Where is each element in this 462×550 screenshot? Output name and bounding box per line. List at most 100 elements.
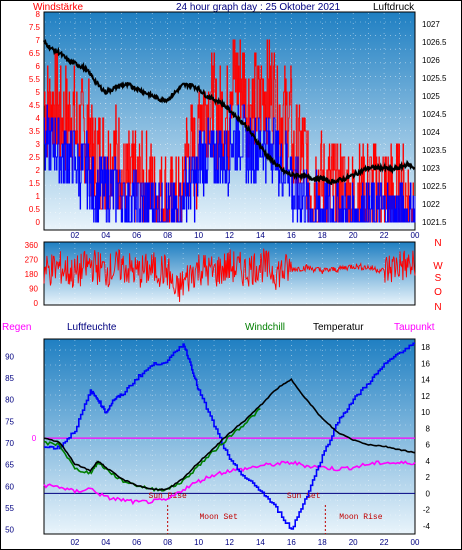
temperature-tick-label: 12	[421, 392, 430, 401]
luftfeuchte-line	[44, 342, 415, 530]
wind-tick-label: 2	[36, 166, 41, 175]
top-x-tick-label: 16	[287, 231, 296, 240]
bottom-x-tick-label: 20	[349, 538, 358, 547]
pressure-tick-label: 1027	[422, 20, 440, 29]
humidity-tick-label: 50	[5, 526, 14, 535]
temperature-tick-label: -4	[423, 522, 431, 531]
top-x-tick-label: 10	[194, 231, 203, 240]
wind-tick-label: 7.5	[29, 23, 41, 32]
wind-tick-label: 1	[36, 192, 41, 201]
pressure-tick-label: 1024.5	[422, 110, 447, 119]
bottom-x-tick-label: 18	[318, 538, 327, 547]
top-x-tick-label: 08	[163, 231, 172, 240]
bottom-x-tick-label: 14	[256, 538, 265, 547]
top-x-tick-label: 06	[132, 231, 141, 240]
temperature-tick-label: 6	[426, 441, 431, 450]
taupunkt-line	[43, 460, 416, 506]
pressure-line	[43, 38, 416, 186]
wind-tick-label: 3.5	[29, 127, 41, 136]
pressure-tick-label: 1023.5	[422, 146, 447, 155]
humidity-tick-label: 80	[5, 396, 14, 405]
temperature-tick-label: -2	[423, 506, 431, 515]
humidity-tick-label: 60	[5, 482, 14, 491]
direction-tick-label: 180	[25, 270, 39, 279]
wind-tick-label: 4.5	[29, 101, 41, 110]
pressure-tick-label: 1022	[422, 200, 440, 209]
humidity-tick-label: 85	[5, 374, 14, 383]
top-x-tick-label: 04	[101, 231, 110, 240]
axis-labels: 0 0.5 1 1.5 2 2.5 3 3.5 4 4.5 5 5.5 6 6.5 7 7.5 8 1021.5 1…	[5, 10, 447, 547]
label-taupunkt: Taupunkt	[394, 322, 435, 333]
compass-label: O	[434, 287, 442, 298]
temperature-tick-label: 16	[421, 359, 430, 368]
temperature-tick-label: 14	[421, 376, 430, 385]
top-x-tick-label: 18	[318, 231, 327, 240]
wind-tick-label: 1.5	[29, 179, 41, 188]
temperature-tick-label: 2	[426, 473, 431, 482]
wind-tick-label: 0	[36, 218, 41, 227]
wind-tick-label: 6	[36, 62, 41, 71]
top-x-tick-label: 00	[411, 231, 420, 240]
wind-tick-label: 5.5	[29, 75, 41, 84]
direction-tick-label: 0	[34, 299, 39, 308]
humidity-tick-label: 65	[5, 461, 14, 470]
top-x-tick-label: 22	[380, 231, 389, 240]
annotation-label: Sun Set	[287, 492, 321, 501]
pressure-tick-label: 1026	[422, 56, 440, 65]
compass-label: W	[433, 261, 443, 272]
direction-tick-label: 90	[29, 285, 38, 294]
humidity-tick-label: 70	[5, 439, 14, 448]
wind-tick-label: 3	[36, 140, 41, 149]
label-temperatur: Temperatur	[313, 322, 364, 333]
rain-zero-label: 0	[32, 434, 37, 443]
wind-tick-label: 7	[36, 36, 41, 45]
header-luftdruck: Luftdruck	[373, 2, 415, 13]
bottom-x-tick-label: 06	[132, 538, 141, 547]
pressure-tick-label: 1022.5	[422, 182, 447, 191]
top-x-tick-label: 14	[256, 231, 265, 240]
temperature-tick-label: 4	[426, 457, 431, 466]
temperature-tick-label: 0	[426, 489, 431, 498]
bottom-x-tick-label: 02	[70, 538, 79, 547]
direction-tick-label: 270	[25, 256, 39, 265]
wind-tick-label: 4	[36, 114, 41, 123]
windchill-line	[43, 408, 261, 492]
top-x-tick-label: 12	[225, 231, 234, 240]
top-x-tick-label: 20	[349, 231, 358, 240]
top-x-tick-label: 02	[70, 231, 79, 240]
compass-label: N	[434, 238, 441, 249]
pressure-tick-label: 1026.5	[422, 38, 447, 47]
temperature-tick-label: 10	[421, 408, 430, 417]
wind-tick-label: 2.5	[29, 153, 41, 162]
bottom-x-tick-label: 10	[194, 538, 203, 547]
pressure-tick-label: 1025.5	[422, 74, 447, 83]
wind-tick-label: 8	[36, 10, 41, 19]
wind-direction-chart	[43, 248, 416, 303]
pressure-tick-label: 1025	[422, 92, 440, 101]
label-regen: Regen	[2, 322, 31, 333]
wind-tick-label: 5	[36, 88, 41, 97]
wind-direction-line	[43, 248, 416, 303]
direction-tick-label: 360	[25, 241, 39, 250]
header-title: 24 hour graph day : 25 Oktober 2021	[176, 2, 340, 13]
bottom-x-tick-label: 04	[101, 538, 110, 547]
temperature-tick-label: 8	[426, 424, 431, 433]
humidity-tick-label: 75	[5, 417, 14, 426]
wind-tick-label: 6.5	[29, 49, 41, 58]
temperatur-line	[43, 377, 416, 491]
pressure-tick-label: 1023	[422, 164, 440, 173]
humidity-tick-label: 90	[5, 352, 14, 361]
wind-pressure-chart	[43, 38, 416, 223]
bottom-x-tick-label: 22	[380, 538, 389, 547]
pressure-tick-label: 1024	[422, 128, 440, 137]
annotation-label: Sun Rise	[148, 492, 187, 501]
header-windstaerke: Windstärke	[33, 2, 83, 13]
temperature-tick-label: 18	[421, 343, 430, 352]
temp-humidity-chart: Sun Rise Moon Set Sun Set Moon Rise	[43, 342, 416, 534]
bottom-x-tick-label: 12	[225, 538, 234, 547]
bottom-x-tick-label: 00	[411, 538, 420, 547]
humidity-tick-label: 55	[5, 504, 14, 513]
annotation-label: Moon Set	[199, 513, 237, 522]
pressure-tick-label: 1021.5	[422, 218, 447, 227]
